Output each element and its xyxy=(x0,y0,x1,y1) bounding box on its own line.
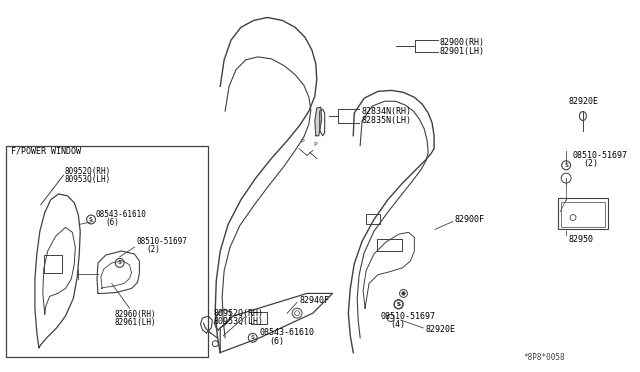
Text: 82900F: 82900F xyxy=(455,215,484,224)
Text: 08510-51697: 08510-51697 xyxy=(381,312,436,321)
Text: S: S xyxy=(251,335,255,340)
Text: (4): (4) xyxy=(390,320,406,330)
Circle shape xyxy=(402,292,405,295)
Text: (6): (6) xyxy=(269,337,284,346)
Text: 82940F: 82940F xyxy=(299,296,329,305)
Text: 08510-51697: 08510-51697 xyxy=(572,151,627,160)
Bar xyxy=(251,312,266,324)
Polygon shape xyxy=(315,107,322,136)
Text: S: S xyxy=(118,260,122,265)
Text: 80952Q(RH): 80952Q(RH) xyxy=(213,309,263,318)
Text: 08543-61610: 08543-61610 xyxy=(95,210,146,219)
Text: 82920E: 82920E xyxy=(568,97,598,106)
Text: (2): (2) xyxy=(147,244,160,254)
Text: 82835N(LH): 82835N(LH) xyxy=(361,116,411,125)
Text: 80953Q(LH): 80953Q(LH) xyxy=(213,317,263,326)
Text: 82834N(RH): 82834N(RH) xyxy=(361,107,411,116)
Text: 80953Q(LH): 80953Q(LH) xyxy=(65,174,111,184)
Text: P: P xyxy=(300,139,304,144)
Text: S: S xyxy=(564,163,568,168)
Text: 82900(RH): 82900(RH) xyxy=(440,38,485,46)
Text: *8P8*0058: *8P8*0058 xyxy=(524,353,565,362)
Bar xyxy=(366,214,380,224)
Text: P: P xyxy=(313,142,317,147)
Text: 82960(RH): 82960(RH) xyxy=(115,310,156,319)
Text: S: S xyxy=(397,302,401,307)
Text: S: S xyxy=(89,217,93,222)
Text: 08543-61610: 08543-61610 xyxy=(260,328,315,337)
Text: 82950: 82950 xyxy=(568,235,593,244)
Text: 82961(LH): 82961(LH) xyxy=(115,318,156,327)
Text: 80952Q(RH): 80952Q(RH) xyxy=(65,167,111,176)
Text: 82920E: 82920E xyxy=(425,326,455,334)
Text: (2): (2) xyxy=(583,159,598,168)
Text: 82901(LH): 82901(LH) xyxy=(440,48,485,57)
Bar xyxy=(6,145,209,357)
Text: 08510-51697: 08510-51697 xyxy=(136,237,188,246)
Text: (6): (6) xyxy=(105,218,119,227)
Bar xyxy=(561,202,605,227)
Text: F/POWER WINDOW: F/POWER WINDOW xyxy=(12,146,81,155)
Bar xyxy=(44,255,61,273)
Text: S: S xyxy=(397,302,401,307)
